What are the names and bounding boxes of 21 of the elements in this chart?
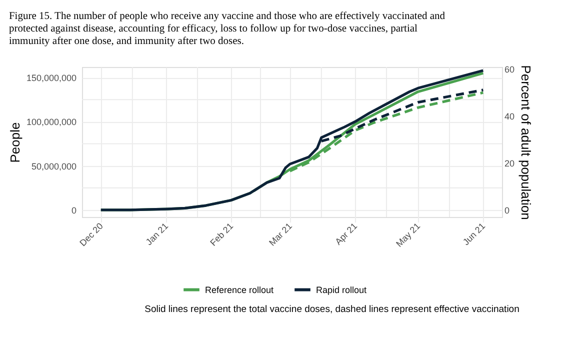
y2-tick-label: 40	[504, 112, 515, 122]
x-tick-label: Mar 21	[267, 220, 294, 248]
y-axis-title: People	[7, 122, 22, 163]
legend-label: Reference rollout	[205, 284, 274, 295]
y2-tick-label: 20	[504, 158, 515, 169]
x-tick-label: Jan 21	[144, 220, 170, 248]
x-tick-label: May 21	[394, 220, 422, 249]
legend-label: Rapid rollout	[316, 284, 368, 295]
y-tick-label: 0	[71, 205, 76, 216]
y-tick-label: 100,000,000	[26, 117, 76, 128]
y2-tick-label: 60	[504, 64, 515, 75]
y-tick-label: 50,000,000	[31, 161, 76, 172]
x-tick-label: Feb 21	[208, 220, 236, 248]
x-tick-label: Jun 21	[460, 220, 488, 248]
x-tick-label: Dec 20	[78, 220, 105, 248]
text: Solid lines represent the total vaccine doses, dashed lines represent effective vaccination	[144, 304, 520, 315]
x-tick-label: Apr 21	[333, 220, 360, 247]
y2-tick-label: 0	[504, 205, 510, 216]
chart-title: Figure 15. The number of people who receive any vaccine and those who are effectively vaccinated and protected against disease, accounting for efficacy, loss to follow up for two-dose vaccines, partial immunity after one dose, and immunity after two doses.	[8, 10, 446, 47]
y2-axis-title: Percent of adult population	[518, 65, 534, 220]
y-tick-label: 150,000,000	[26, 73, 76, 84]
